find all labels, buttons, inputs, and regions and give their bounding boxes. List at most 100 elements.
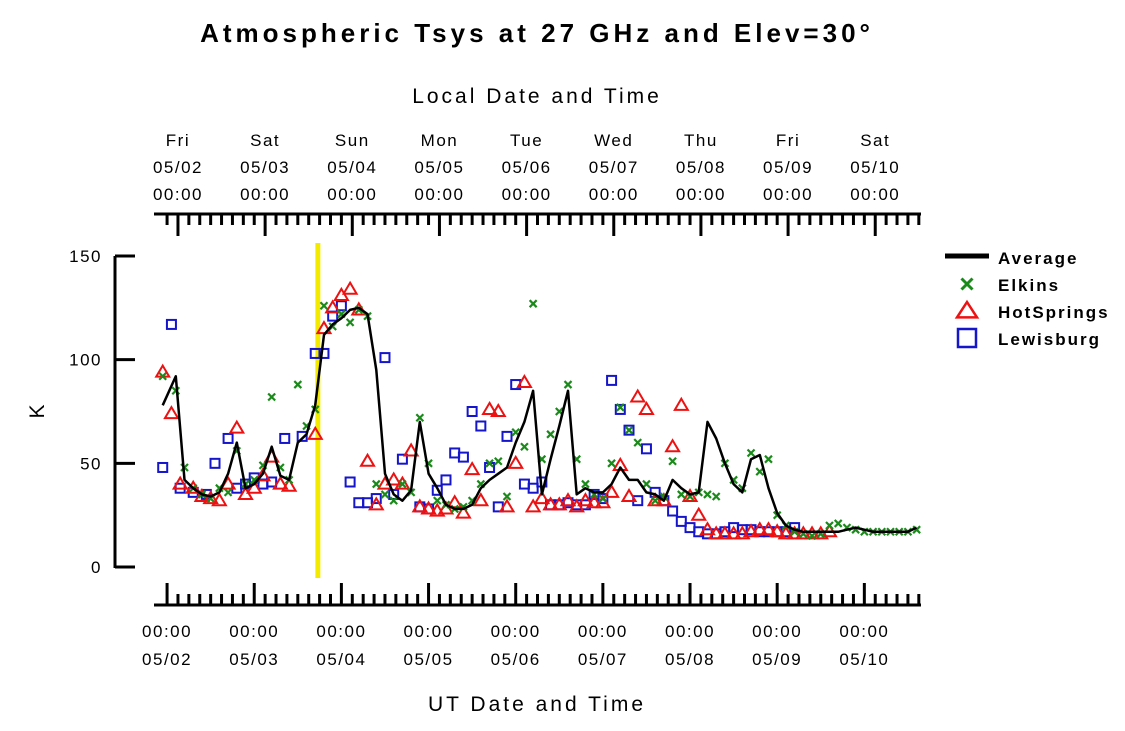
bottom-tick-date: 05/10 [839,650,889,669]
legend-label: Lewisburg [998,330,1101,349]
elkins-point [398,479,407,489]
y-tick-label: 150 [69,247,102,266]
legend-label: Average [998,249,1078,268]
hotsprings-point [725,525,742,540]
top-tick-date: 05/04 [327,158,377,177]
hotsprings-point [620,488,638,503]
lewisburg-point [518,478,530,490]
lewisburg-point [457,451,469,463]
lewisburg-point [165,318,177,330]
hotsprings-point [306,425,324,440]
lewisburg-point [379,352,391,364]
top-tick-day: Mon [421,131,459,150]
lewisburg-point [675,515,687,527]
top-tick-date: 05/05 [414,158,464,177]
hotsprings-point [524,498,542,513]
elkins-point [746,448,756,458]
hotsprings-point [690,506,707,521]
hotsprings-point [533,490,551,505]
lewisburg-point [614,403,626,415]
hotsprings-point [777,525,795,540]
hotsprings-point [341,280,359,295]
lewisburg-point [466,406,478,417]
hotsprings-point [603,483,620,498]
hotsprings-point [455,504,472,519]
legend-hotsprings-swatch [954,299,980,319]
plot-series [154,280,921,541]
lewisburg-point [396,453,408,465]
y-tick-label: 100 [69,351,102,370]
elkins-point [380,490,390,499]
top-tick-date: 05/08 [676,158,726,177]
elkins-point [485,459,494,468]
hotsprings-point [751,521,769,536]
lewisburg-point [209,457,221,469]
bottom-tick-date: 05/08 [665,650,715,669]
elkins-point [345,318,355,327]
top-tick-time: 00:00 [589,185,639,204]
elkins-point [633,438,643,447]
lewisburg-point [449,447,461,459]
hotsprings-point [463,461,481,476]
bottom-tick-date: 05/06 [491,650,541,669]
elkins-point [528,299,538,308]
bottom-tick-time: 00:00 [142,622,192,641]
bottom-tick-date: 05/07 [578,650,628,669]
elkins-point [389,496,398,505]
lewisburg-point [527,482,539,494]
lewisburg-point [501,430,513,442]
hotsprings-point [163,405,180,420]
elkins-point [581,479,590,489]
lewisburg-point [370,493,382,505]
lewisburg-point [266,476,278,488]
top-tick-date: 05/02 [153,158,203,177]
hotsprings-point [716,525,734,540]
top-tick-time: 00:00 [850,185,900,204]
hotsprings-point [707,525,725,540]
hotsprings-point [664,438,681,453]
hotsprings-point [202,490,219,505]
lewisburg-point [684,522,696,534]
hotsprings-point [507,454,524,469]
hotsprings-point [629,388,646,403]
top-tick-time: 00:00 [676,185,726,204]
top-tick-date: 05/07 [589,158,639,177]
hotsprings-point [681,488,699,503]
top-tick-date: 05/06 [502,158,552,177]
hotsprings-point [559,492,577,507]
bottom-tick-date: 05/03 [229,650,279,669]
hotsprings-point [481,400,498,415]
top-tick-day: Fri [166,131,190,150]
lewisburg-point [157,461,169,473]
bottom-tick-time: 00:00 [491,622,541,641]
elkins-point [624,425,634,435]
elkins-point [293,380,303,389]
hotsprings-point [577,492,594,507]
elkins-point [223,488,233,497]
y-tick-label: 50 [80,454,102,473]
top-tick-day: Thu [684,131,718,150]
elkins-point [711,492,721,501]
elkins-point [415,413,425,422]
y-axis-title: K [26,401,49,418]
top-tick-time: 00:00 [502,185,552,204]
series-average [161,306,918,534]
elkins-point [502,492,512,501]
bottom-tick-time: 00:00 [665,622,715,641]
hotsprings-point [638,400,655,415]
lewisburg-point [475,420,487,432]
top-tick-day: Sat [250,131,280,150]
lewisburg-point [623,424,635,436]
bottom-tick-date: 05/02 [142,650,192,669]
lewisburg-point [353,497,365,509]
top-tick-date: 05/03 [240,158,290,177]
chart-title: Atmospheric Tsys at 27 GHz and Elev=30° [200,18,874,48]
bottom-tick-time: 00:00 [316,622,366,641]
elkins-point [616,403,625,412]
hotsprings-point [385,471,402,486]
elkins-point [563,380,573,389]
legend-label: Elkins [998,276,1060,295]
elkins-point [703,490,712,499]
hotsprings-point [420,500,437,515]
